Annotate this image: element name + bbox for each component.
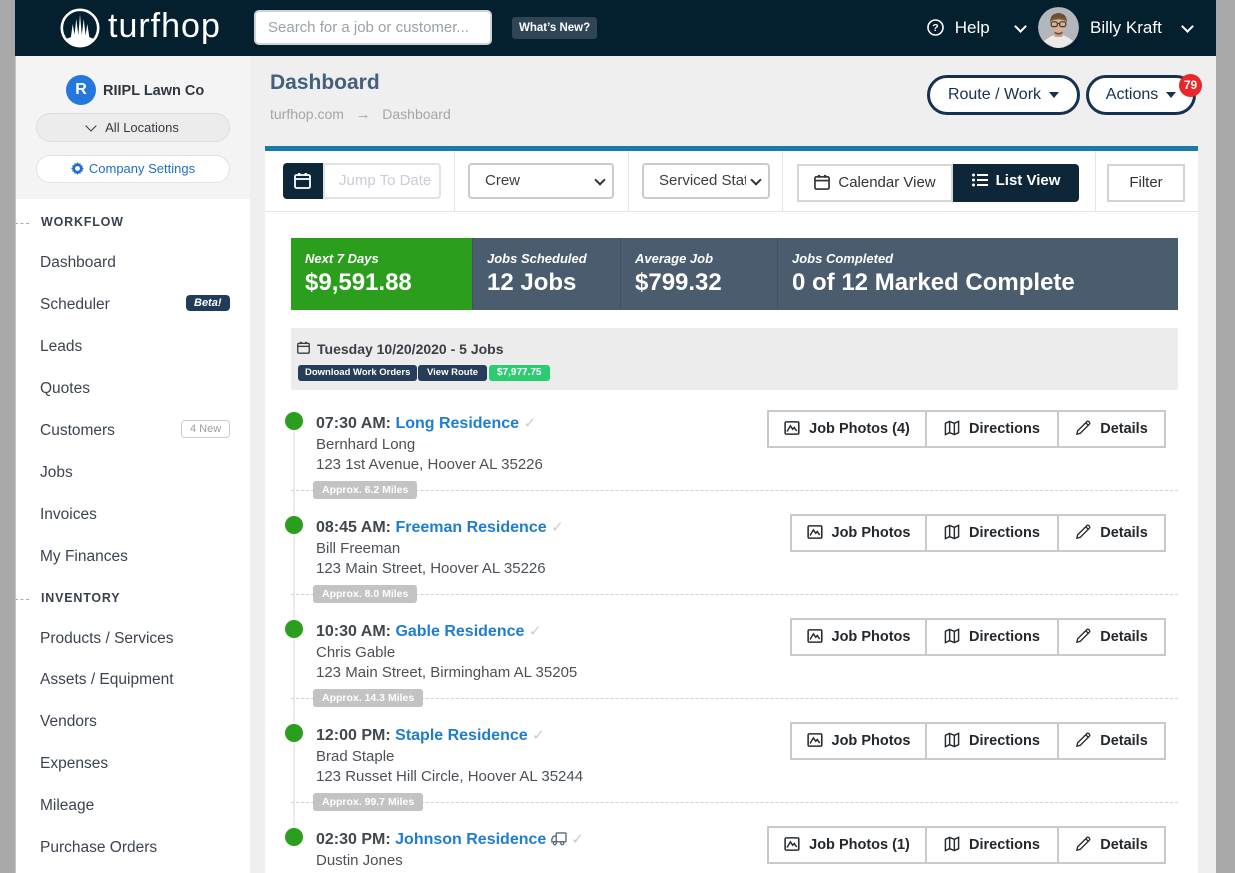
svg-text:?: ? <box>932 22 938 34</box>
